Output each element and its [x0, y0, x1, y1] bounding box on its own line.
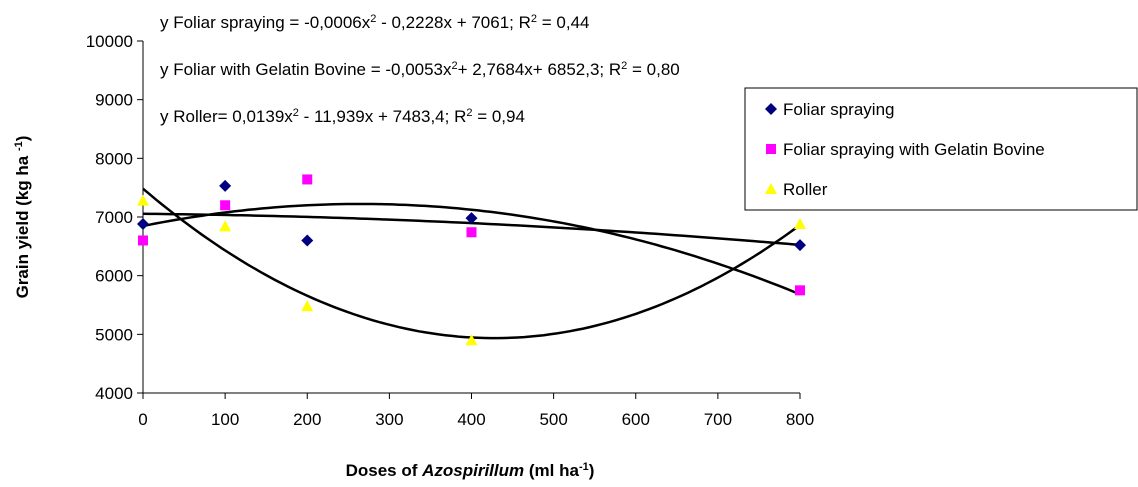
- text-part: ): [589, 461, 595, 480]
- marker: [302, 174, 313, 185]
- equation: y Foliar spraying = -0,0006x2 - 0,2228x …: [160, 13, 590, 32]
- marker: [465, 212, 478, 225]
- marker: [795, 285, 805, 296]
- y-tick-label: 10000: [86, 32, 133, 51]
- y-tick-label: 4000: [95, 384, 133, 403]
- y-tick-label: 5000: [95, 325, 133, 344]
- text-part: = 0,94: [472, 107, 524, 126]
- text-part: 2: [370, 13, 376, 25]
- text-part: = 0,44: [537, 13, 589, 32]
- trend-line: [142, 202, 801, 296]
- marker: [301, 300, 314, 312]
- text-part: 2: [466, 107, 472, 119]
- marker: [765, 103, 777, 115]
- equation: y Roller= 0,0139x2 - 11,939x + 7483,4; R…: [160, 107, 525, 126]
- y-tick-label: 6000: [95, 267, 133, 286]
- y-axis-label: Grain yield (kg ha -1): [13, 136, 32, 299]
- text-part: -1: [579, 461, 589, 473]
- marker: [220, 200, 231, 211]
- x-tick-label: 700: [704, 410, 732, 429]
- legend-label: Foliar spraying: [783, 100, 895, 119]
- equation: y Foliar with Gelatin Bovine = -0,0053x2…: [160, 60, 680, 79]
- x-tick-label: 200: [293, 410, 321, 429]
- marker: [765, 183, 777, 194]
- marker: [301, 234, 314, 247]
- text-part: (ml ha: [524, 461, 579, 480]
- y-tick-label: 9000: [95, 91, 133, 110]
- text-part: Doses of: [346, 461, 423, 480]
- x-tick-label: 0: [138, 410, 147, 429]
- legend-label: Roller: [783, 180, 828, 199]
- text-part: - 0,2228x + 7061; R: [376, 13, 531, 32]
- text-part: = 0,80: [627, 60, 679, 79]
- x-tick-label: 500: [539, 410, 567, 429]
- text-part: y Roller= 0,0139x: [160, 107, 293, 126]
- marker: [137, 218, 149, 231]
- marker: [138, 235, 148, 246]
- text-part: Grain yield (kg ha: [13, 151, 32, 298]
- marker: [465, 334, 478, 346]
- x-tick-label: 400: [457, 410, 485, 429]
- x-tick-label: 300: [375, 410, 403, 429]
- x-tick-label: 800: [786, 410, 814, 429]
- text-part: - 11,939x + 7483,4; R: [299, 107, 466, 126]
- text-part: -1: [13, 141, 25, 151]
- legend-box: [744, 87, 1138, 211]
- x-axis-label: Doses of Azospirillum (ml ha-1): [346, 461, 595, 480]
- marker: [219, 179, 232, 192]
- text-part: Azospirillum: [421, 461, 524, 480]
- y-tick-label: 7000: [95, 208, 133, 227]
- legend-label: Foliar spraying with Gelatin Bovine: [783, 140, 1045, 159]
- text-part: y Foliar spraying = -0,0006x: [160, 13, 371, 32]
- marker: [766, 144, 776, 154]
- text-part: 2: [452, 60, 458, 72]
- text-part: ): [13, 136, 32, 142]
- text-part: 2: [293, 107, 299, 119]
- x-tick-label: 600: [622, 410, 650, 429]
- marker: [137, 194, 149, 206]
- marker: [794, 239, 806, 252]
- text-part: + 2,7684x+ 6852,3; R: [458, 60, 622, 79]
- text-part: 2: [621, 60, 627, 72]
- x-tick-label: 100: [211, 410, 239, 429]
- y-tick-label: 8000: [95, 149, 133, 168]
- text-part: y Foliar with Gelatin Bovine = -0,0053x: [160, 60, 452, 79]
- marker: [219, 220, 232, 232]
- marker: [466, 227, 477, 238]
- marker: [794, 218, 806, 230]
- text-part: 2: [531, 13, 537, 25]
